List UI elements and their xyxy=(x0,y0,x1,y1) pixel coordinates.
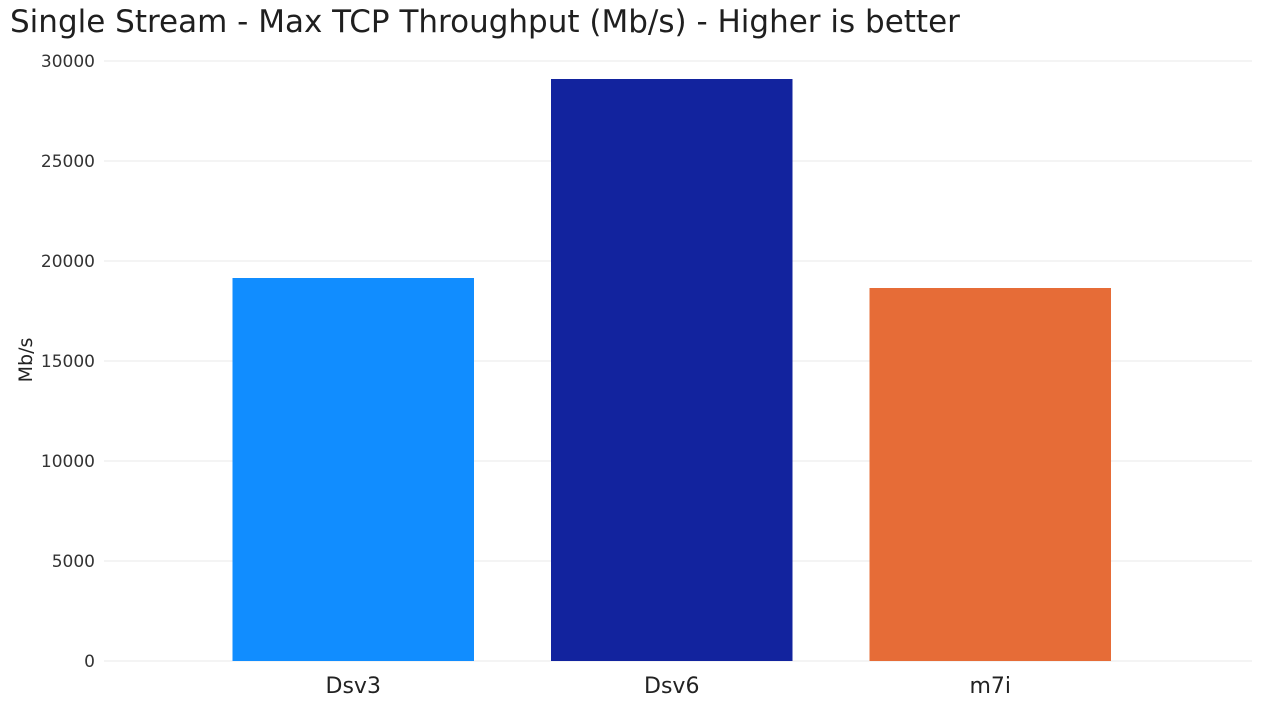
y-axis-ticks: 0 5000 10000 15000 20000 25000 30000 xyxy=(41,52,95,672)
y-tick-label: 10000 xyxy=(41,452,95,472)
bar-dsv3[interactable] xyxy=(232,278,475,661)
y-tick-label: 15000 xyxy=(41,352,95,372)
bars xyxy=(232,79,1112,661)
bar-dsv6[interactable] xyxy=(551,79,793,661)
bar-m7i[interactable] xyxy=(869,288,1112,661)
y-tick-label: 5000 xyxy=(52,552,95,572)
x-axis-ticks: Dsv3 Dsv6 m7i xyxy=(326,674,1011,699)
y-tick-label: 20000 xyxy=(41,252,95,272)
x-tick-label: Dsv6 xyxy=(644,674,699,699)
y-tick-label: 25000 xyxy=(41,152,95,172)
y-axis-label: Mb/s xyxy=(15,338,37,383)
chart-title: Single Stream - Max TCP Throughput (Mb/s… xyxy=(10,4,960,40)
x-tick-label: Dsv3 xyxy=(326,674,381,699)
y-tick-label: 0 xyxy=(84,652,95,672)
y-tick-label: 30000 xyxy=(41,52,95,72)
x-tick-label: m7i xyxy=(969,674,1011,699)
